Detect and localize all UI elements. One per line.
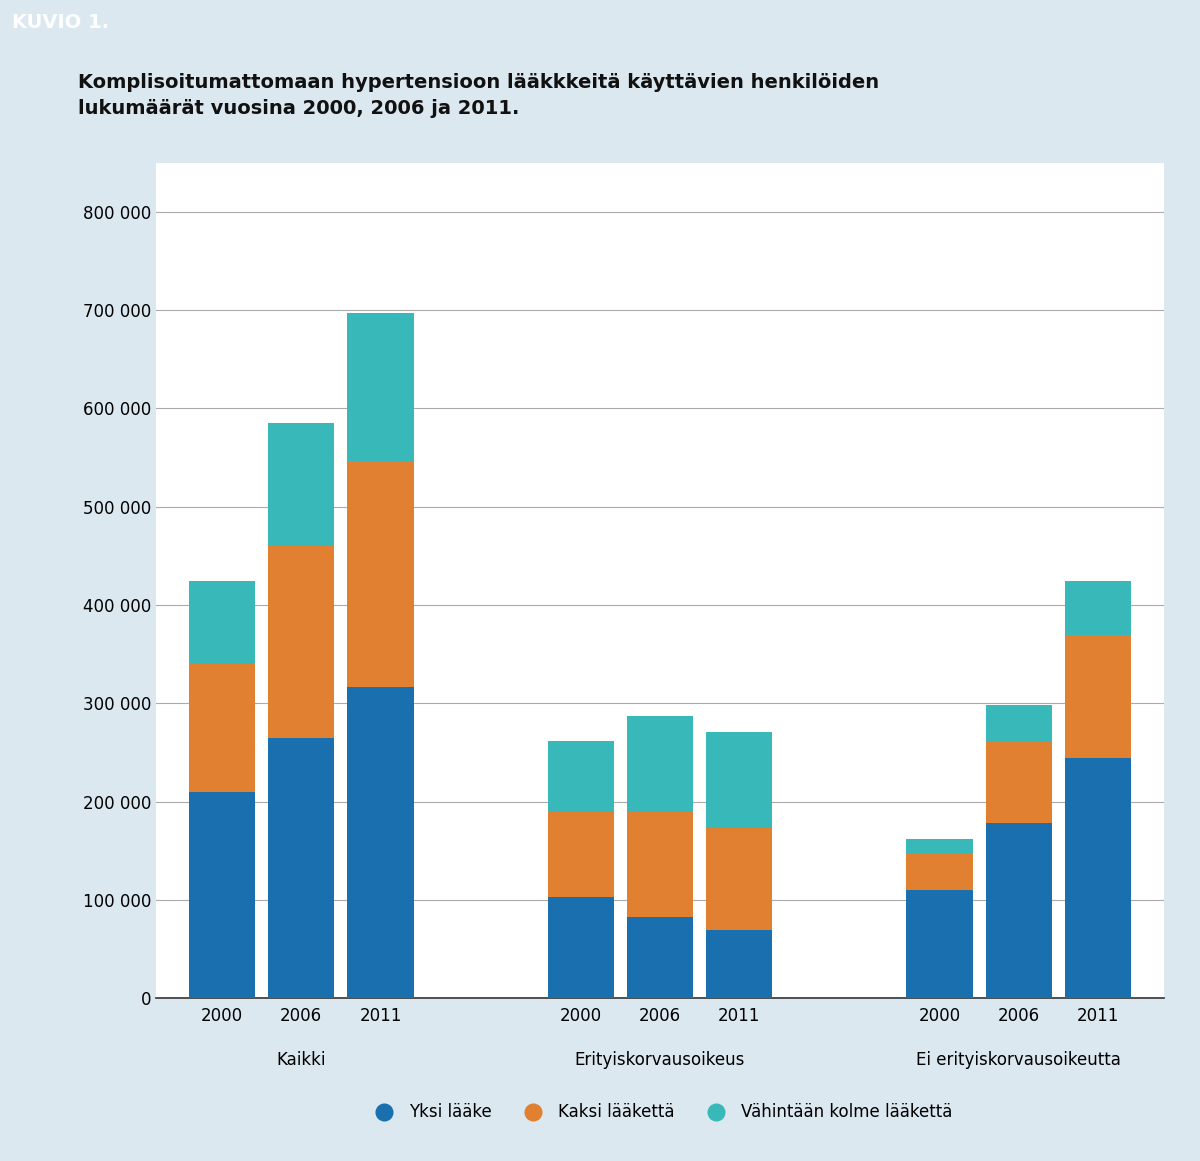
Text: Erityiskorvausoikeus: Erityiskorvausoikeus — [575, 1051, 745, 1069]
Bar — [348, 313, 414, 461]
Bar — [1064, 635, 1130, 757]
Bar — [985, 823, 1051, 998]
Bar — [906, 853, 972, 890]
Bar — [626, 812, 694, 917]
Bar — [190, 792, 256, 998]
Bar — [269, 738, 335, 998]
Text: KUVIO 1.: KUVIO 1. — [12, 13, 109, 31]
Text: Ei erityiskorvausoikeutta: Ei erityiskorvausoikeutta — [917, 1051, 1121, 1069]
Text: Kaikki: Kaikki — [276, 1051, 326, 1069]
Bar — [1064, 580, 1130, 635]
Bar — [707, 930, 773, 998]
Bar — [626, 716, 694, 812]
Bar — [1064, 757, 1130, 998]
Bar — [906, 890, 972, 998]
Bar — [547, 897, 613, 998]
Bar — [985, 742, 1051, 823]
Bar — [707, 828, 773, 930]
Legend: Yksi lääke, Kaksi lääkettä, Vähintään kolme lääkettä: Yksi lääke, Kaksi lääkettä, Vähintään ko… — [360, 1097, 960, 1128]
Bar — [190, 580, 256, 664]
Bar — [547, 741, 613, 812]
Bar — [269, 546, 335, 738]
Bar — [348, 686, 414, 998]
Bar — [906, 839, 972, 853]
Bar — [190, 664, 256, 792]
Text: Komplisoitumattomaan hypertensioon lääkkkeitä käyttävien henkilöiden
lukumäärät : Komplisoitumattomaan hypertensioon lääkk… — [78, 72, 880, 118]
Bar — [348, 461, 414, 686]
Bar — [547, 812, 613, 897]
Bar — [626, 917, 694, 998]
Bar — [269, 423, 335, 546]
Bar — [985, 706, 1051, 742]
Bar — [707, 731, 773, 828]
